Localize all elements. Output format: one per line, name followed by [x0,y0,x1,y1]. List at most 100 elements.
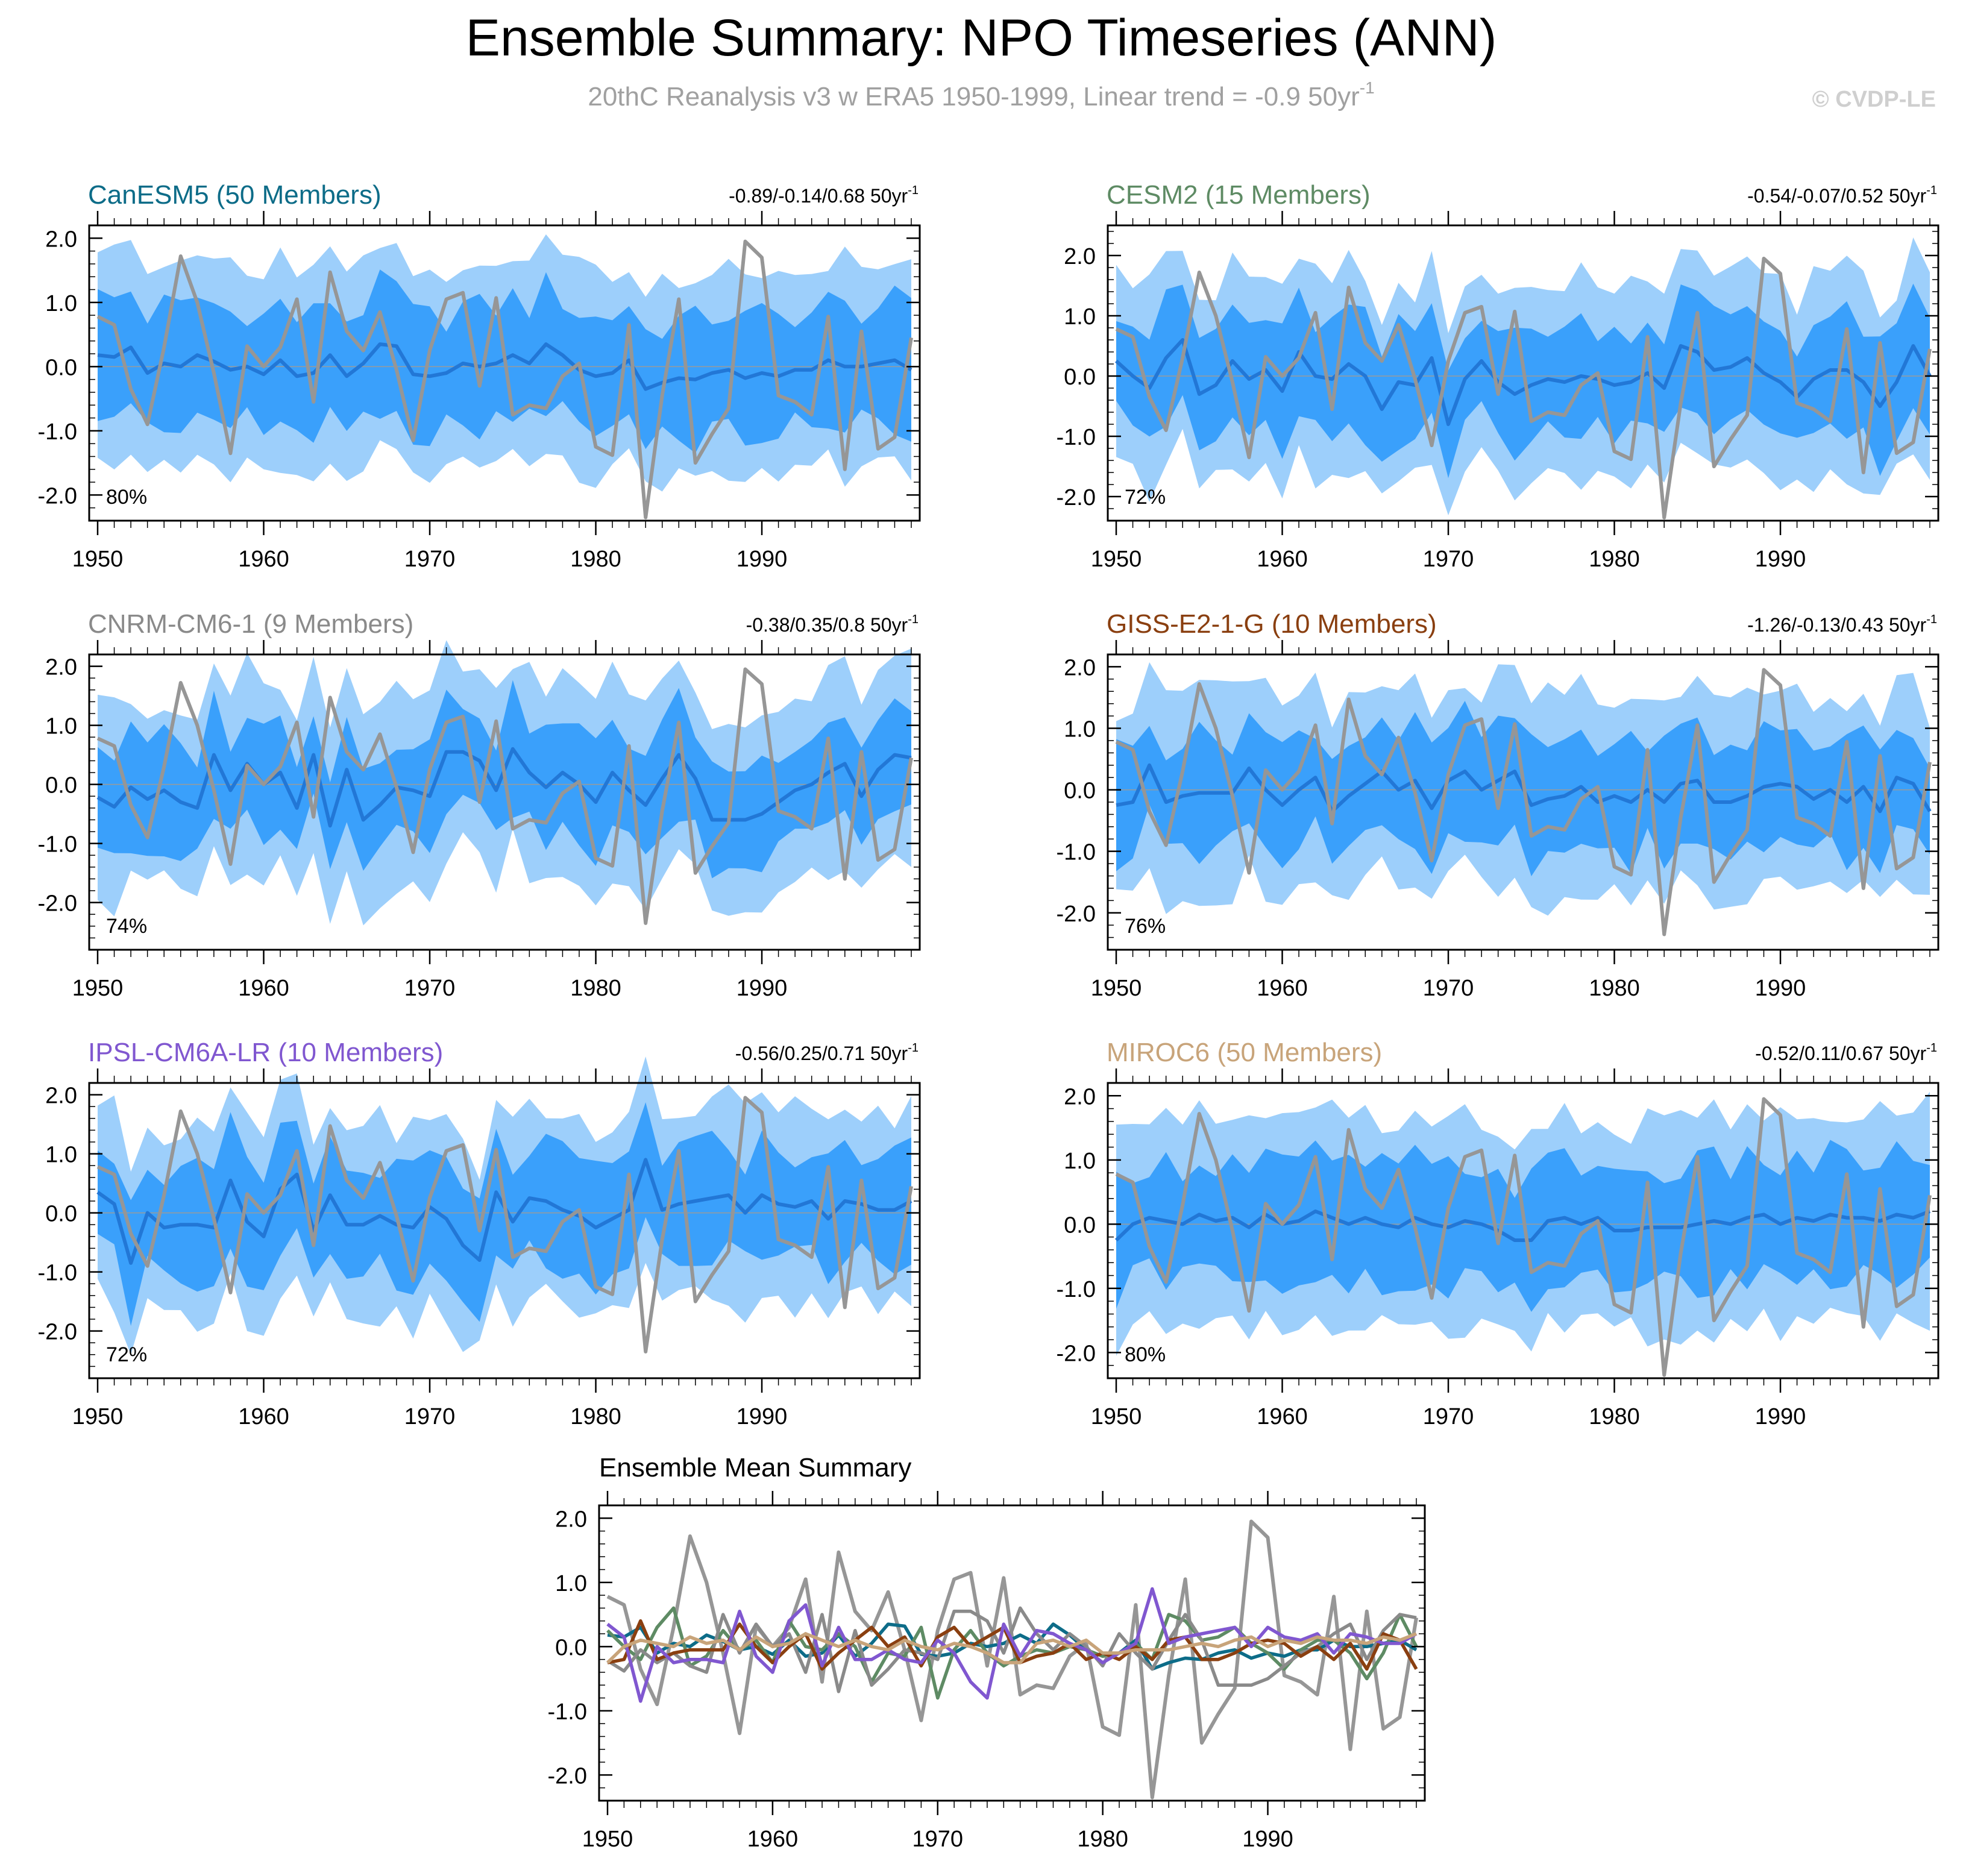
ensemble-mean-summary-panel: 2.0 1.0 0.0 -1.0 -2.0 1950 1960 1970 1980 1990 Ens… [548,1453,1426,1852]
panel-ipsl-cm6a-lr-ytick-label: -2.0 [38,1320,77,1345]
panel-miroc6-xtick-label: 1970 [1423,1404,1474,1429]
panel-cnrm-cm6-1-trend-text: -0.38/0.35/0.8 50yr [746,614,908,636]
panel-canesm5: 2.0 1.0 0.0 -1.0 -2.0 1950 1960 1970 1980 1990 Can… [38,180,921,572]
panel-cnrm-cm6-1-ytick-label: 0.0 [45,773,77,798]
panel-cnrm-cm6-1-ytick-label: -2.0 [38,891,77,917]
panel-miroc6-frame [1107,1082,1939,1379]
panel-ipsl-cm6a-lr-ytick-label: 1.0 [45,1143,77,1168]
panel-miroc6-xtick-label: 1990 [1755,1404,1806,1429]
summary-frame [598,1504,1426,1802]
panel-canesm5-trend: -0.89/-0.14/0.68 50yr-1 [729,184,919,207]
panel-cesm2-trend: -0.54/-0.07/0.52 50yr-1 [1747,184,1937,207]
panel-miroc6-trend-exp: -1 [1926,1041,1937,1055]
summary-xtick-label: 1980 [1077,1827,1128,1852]
panel-cesm2-observed-line [1115,257,1932,519]
panel-ipsl-cm6a-lr-xtick-label: 1980 [570,1404,621,1429]
panel-ipsl-cm6a-lr-xtick-label: 1960 [238,1404,289,1429]
panel-cesm2-xtick-label: 1950 [1091,547,1142,572]
panel-cnrm-cm6-1-pct-label: 74% [106,915,147,938]
panel-cesm2-xtick-label: 1970 [1423,547,1474,572]
panel-cnrm-cm6-1-ytick-label: -1.0 [38,832,77,858]
panel-giss-e2-1-g-xtick-label: 1970 [1423,976,1474,1001]
panel-miroc6-ytick-label: -2.0 [1057,1341,1096,1366]
panel-canesm5-trend-text: -0.89/-0.14/0.68 50yr [729,185,908,207]
summary-xtick-label: 1990 [1242,1827,1293,1852]
panel-giss-e2-1-g-title: GISS-E2-1-G (10 Members) [1107,609,1437,639]
panel-cnrm-cm6-1-xtick-label: 1960 [238,976,289,1001]
panel-cesm2-ytick-label: -1.0 [1057,425,1096,450]
summary-ytick-label: 2.0 [555,1507,587,1532]
summary-ytick-label: -2.0 [548,1763,587,1789]
panel-miroc6-observed-line [1115,1097,1932,1377]
panel-giss-e2-1-g-xtick-label: 1950 [1091,976,1142,1001]
panel-miroc6-ytick-label: 2.0 [1064,1084,1096,1109]
figure-title: Ensemble Summary: NPO Timeseries (ANN) [466,9,1497,67]
panel-ipsl-cm6a-lr-ytick-label: -1.0 [38,1261,77,1286]
panel-cesm2-xtick-label: 1960 [1257,547,1308,572]
panel-ipsl-cm6a-lr-observed-line [96,1096,913,1354]
panel-cesm2-xtick-label: 1980 [1589,547,1640,572]
panel-giss-e2-1-g-observed-line [1115,668,1932,936]
panel-giss-e2-1-g-ytick-label: -2.0 [1057,902,1096,927]
panel-cesm2: 2.0 1.0 0.0 -1.0 -2.0 1950 1960 1970 1980 1990 CES… [1057,180,1939,572]
panel-ipsl-cm6a-lr-ytick-label: 0.0 [45,1202,77,1227]
panel-cnrm-cm6-1-xtick-label: 1970 [404,976,456,1001]
panel-giss-e2-1-g-trend: -1.26/-0.13/0.43 50yr-1 [1747,613,1937,636]
panel-canesm5-ytick-label: 0.0 [45,355,77,380]
panel-giss-e2-1-g-ytick-label: 0.0 [1064,779,1096,804]
panel-canesm5-xtick-label: 1980 [570,547,621,572]
panel-cnrm-cm6-1-xtick-label: 1950 [72,976,124,1001]
panel-canesm5-ytick-label: 2.0 [45,227,77,252]
panel-giss-e2-1-g-trend-text: -1.26/-0.13/0.43 50yr [1747,614,1926,636]
summary-line-miroc6 [606,1632,1418,1664]
panel-ipsl-cm6a-lr: 2.0 1.0 0.0 -1.0 -2.0 1950 1960 1970 1980 1990 IPS… [38,1038,921,1429]
panel-canesm5-ytick-label: -2.0 [38,483,77,509]
panel-cnrm-cm6-1-xtick-label: 1980 [570,976,621,1001]
panel-canesm5-ytick-label: -1.0 [38,419,77,445]
panel-canesm5-title: CanESM5 (50 Members) [88,180,382,210]
panel-cnrm-cm6-1-frame [88,653,921,951]
summary-ytick-label: 1.0 [555,1571,587,1596]
panel-miroc6-ytick-label: 0.0 [1064,1212,1096,1238]
panel-miroc6-pct-label: 80% [1125,1343,1166,1366]
summary-line-ipsl-cm6a-lr [606,1587,1418,1703]
panel-canesm5-observed-line [96,239,913,519]
panel-canesm5-trend-exp: -1 [908,184,919,197]
panel-ipsl-cm6a-lr-frame [88,1082,921,1379]
figure-subtitle-exp: -1 [1360,78,1375,97]
panel-cnrm-cm6-1-ytick-label: 2.0 [45,655,77,680]
panel-cesm2-frame [1107,224,1939,522]
panel-giss-e2-1-g-xtick-label: 1960 [1257,976,1308,1001]
panel-miroc6-trend-text: -0.52/0.11/0.67 50yr [1755,1043,1926,1064]
panel-giss-e2-1-g: 2.0 1.0 0.0 -1.0 -2.0 1950 1960 1970 1980 1990 GIS… [1057,609,1939,1001]
watermark: © CVDP-LE [1812,87,1936,112]
summary-ytick-label: 0.0 [555,1635,587,1660]
panel-cnrm-cm6-1-xtick-label: 1990 [737,976,788,1001]
panel-canesm5-xtick-label: 1960 [238,547,289,572]
panel-miroc6-title: MIROC6 (50 Members) [1107,1038,1382,1067]
panel-cnrm-cm6-1-trend-exp: -1 [908,613,919,626]
panel-giss-e2-1-g-xtick-label: 1990 [1755,976,1806,1001]
summary-title: Ensemble Mean Summary [599,1453,911,1482]
panel-giss-e2-1-g-ytick-label: 2.0 [1064,655,1096,680]
panel-cnrm-cm6-1-title: CNRM-CM6-1 (9 Members) [88,609,413,639]
panel-canesm5-pct-label: 80% [106,486,147,509]
summary-ytick-label: -1.0 [548,1699,587,1725]
panel-cnrm-cm6-1-trend: -0.38/0.35/0.8 50yr-1 [746,613,919,636]
panel-cesm2-xtick-label: 1990 [1755,547,1806,572]
summary-xtick-label: 1950 [582,1827,633,1852]
summary-xtick-label: 1970 [912,1827,963,1852]
figure-subtitle: 20thC Reanalysis v3 w ERA5 1950-1999, Li… [588,78,1374,111]
summary-observed-line [606,1519,1418,1799]
panel-giss-e2-1-g-ytick-label: -1.0 [1057,840,1096,865]
figure-subtitle-text: 20thC Reanalysis v3 w ERA5 1950-1999, Li… [588,82,1359,111]
panel-canesm5-xtick-label: 1970 [404,547,456,572]
panel-ipsl-cm6a-lr-trend-exp: -1 [908,1041,919,1055]
panel-cnrm-cm6-1-observed-line [96,667,913,925]
panel-ipsl-cm6a-lr-xtick-label: 1950 [72,1404,124,1429]
panel-miroc6-xtick-label: 1950 [1091,1404,1142,1429]
panel-ipsl-cm6a-lr-title: IPSL-CM6A-LR (10 Members) [88,1038,443,1067]
panel-miroc6: 2.0 1.0 0.0 -1.0 -2.0 1950 1960 1970 1980 1990 MIR… [1057,1038,1939,1429]
panel-miroc6-xtick-label: 1980 [1589,1404,1640,1429]
